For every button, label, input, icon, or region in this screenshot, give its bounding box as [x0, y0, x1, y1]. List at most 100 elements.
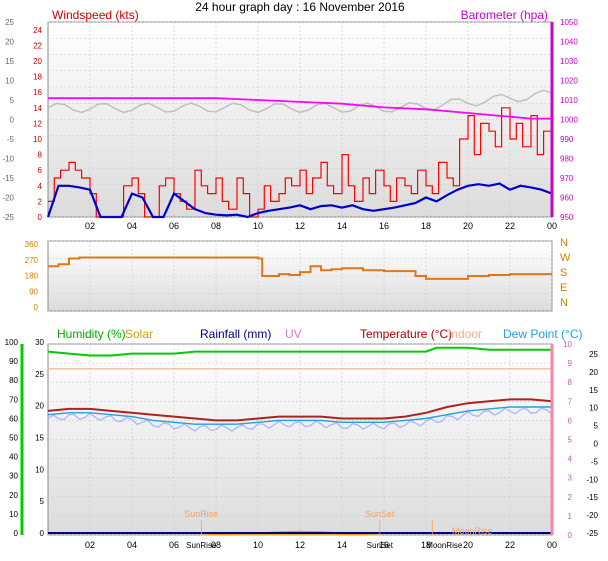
barometer-tick-label: 1040 — [560, 38, 578, 47]
windspeed-tick-label: 6 — [38, 166, 43, 175]
weather-x-tick-label: 16 — [379, 540, 389, 550]
average-windspeed-line — [46, 182, 553, 219]
outer-left-tick-label: -20 — [2, 194, 14, 203]
uv-tick-label: 4 — [568, 455, 573, 464]
windspeed-tick-label: 10 — [33, 135, 42, 144]
temperature-line — [47, 398, 553, 422]
wind-x-tick-label: 06 — [169, 221, 179, 231]
compass-tick-label: N — [560, 237, 568, 249]
temperature-tick-label: -25 — [586, 529, 598, 538]
temperature-tick-label: -20 — [586, 511, 598, 520]
windspeed-tick-label: 0 — [38, 213, 43, 222]
wind-x-tick-label: 12 — [295, 221, 305, 231]
uv-tick-label: 10 — [563, 340, 572, 349]
windspeed-tick-label: 24 — [33, 26, 42, 35]
uv-tick-label: 0 — [568, 531, 573, 540]
barometer-tick-label: 1010 — [560, 96, 578, 105]
wind-x-tick-label: 18 — [421, 221, 431, 231]
weather-x-tick-label: 04 — [127, 540, 137, 550]
wind-x-tick-label: 08 — [211, 221, 221, 231]
barometer-tick-label: 950 — [560, 213, 574, 222]
indoor-legend: Indoor — [448, 327, 482, 341]
weather-x-tick-label: 12 — [295, 540, 305, 550]
wind-x-tick-label: 02 — [85, 221, 95, 231]
compass-tick-label: E — [560, 282, 567, 294]
dewpoint-noise-line — [47, 407, 553, 432]
humidity-tick-label: 90 — [9, 357, 18, 366]
barometer-tick-label: 1050 — [560, 18, 578, 27]
weather-x-tick-label: 14 — [337, 540, 347, 550]
moonrise-marker: MoonRise — [452, 526, 493, 536]
dewpoint-line — [47, 406, 552, 425]
sunrise-marker: SunRise — [184, 509, 218, 519]
rainfall-tick-label: 0 — [40, 529, 45, 538]
direction-tick-label: 0 — [34, 303, 39, 312]
uv-tick-label: 2 — [568, 493, 573, 502]
windspeed-tick-label: 14 — [33, 104, 42, 113]
uv-legend: UV — [285, 327, 302, 341]
windspeed-tick-label: 12 — [33, 119, 42, 128]
rainfall-tick-label: 5 — [40, 497, 45, 506]
wind-direction-line — [48, 256, 552, 280]
rainfall-tick-label: 30 — [35, 338, 44, 347]
sunset-marker: SunSet — [365, 509, 395, 519]
weather-x-tick-label: 00 — [547, 540, 557, 550]
temperature-tick-label: 15 — [589, 386, 598, 395]
humidity-tick-label: 100 — [5, 338, 19, 347]
outer-left-tick-label: 0 — [10, 116, 15, 125]
temperature-tick-label: -5 — [591, 457, 599, 466]
temperature-tick-label: -10 — [586, 475, 598, 484]
sunrise-x-label: SunRise — [186, 541, 217, 550]
wind-x-tick-label: 04 — [127, 221, 137, 231]
temperature-tick-label: 10 — [589, 404, 598, 413]
compass-tick-label: W — [560, 252, 571, 264]
humidity-tick-label: 40 — [9, 453, 18, 462]
windspeed-tick-label: 2 — [38, 197, 43, 206]
humidity-tick-label: 30 — [9, 472, 18, 481]
rainfall-tick-label: 10 — [35, 465, 44, 474]
uv-tick-label: 9 — [568, 359, 573, 368]
moonrise-x-label: MoonRise — [426, 541, 463, 550]
wind-x-tick-label: 16 — [379, 221, 389, 231]
sunset-x-label: SunSet — [367, 541, 394, 550]
barometer-line — [48, 97, 552, 120]
wind-x-tick-label: 00 — [547, 221, 557, 231]
solar-legend: Solar — [125, 327, 153, 341]
direction-tick-label: 360 — [25, 240, 39, 249]
weather-x-tick-label: 08 — [211, 540, 221, 550]
humidity-line — [47, 346, 552, 357]
weather-x-tick-label: 18 — [421, 540, 431, 550]
wind-x-tick-label: 10 — [253, 221, 263, 231]
windspeed-tick-label: 20 — [33, 57, 42, 66]
direction-tick-label: 180 — [25, 272, 39, 281]
uv-tick-label: 6 — [568, 416, 573, 425]
barometer-tick-label: 960 — [560, 194, 574, 203]
outer-left-tick-label: -15 — [2, 174, 14, 183]
weather-x-tick-label: 22 — [505, 540, 515, 550]
barometer-tick-label: 1020 — [560, 77, 578, 86]
direction-tick-label: 270 — [25, 256, 39, 265]
outer-left-tick-label: 5 — [10, 96, 15, 105]
humidity-tick-label: 20 — [9, 491, 18, 500]
temperature-tick-label: 5 — [594, 422, 599, 431]
temperature-legend: Temperature (°C) — [360, 327, 452, 341]
ghost-trace — [47, 89, 553, 114]
outer-left-tick-label: -10 — [2, 155, 14, 164]
humidity-tick-label: 60 — [9, 414, 18, 423]
uv-tick-label: 7 — [568, 397, 573, 406]
uv-tick-label: 1 — [568, 512, 573, 521]
weather-x-tick-label: 06 — [169, 540, 179, 550]
wind-x-tick-label: 14 — [337, 221, 347, 231]
rainfall-tick-label: 20 — [35, 402, 44, 411]
outer-left-tick-label: 15 — [5, 57, 14, 66]
outer-left-tick-label: 20 — [5, 38, 14, 47]
windspeed-axis-label: Windspeed (kts) — [52, 8, 139, 22]
windspeed-tick-label: 22 — [33, 41, 42, 50]
barometer-axis-label: Barometer (hpa) — [461, 8, 548, 22]
humidity-tick-label: 50 — [9, 434, 18, 443]
weather-x-tick-label: 02 — [85, 540, 95, 550]
barometer-tick-label: 980 — [560, 155, 574, 164]
compass-tick-label: N — [560, 297, 568, 309]
wind-x-tick-label: 20 — [463, 221, 473, 231]
weather-panel: 1009080706050403020100302520151050109876… — [5, 327, 599, 550]
